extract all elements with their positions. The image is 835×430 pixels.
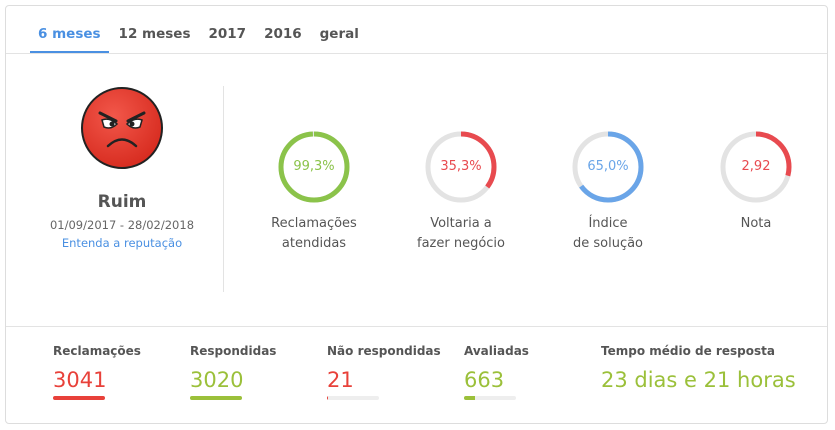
stat-bar-fill (53, 396, 105, 400)
progress-ring (720, 131, 792, 203)
metric-value: 65,0% (587, 159, 629, 174)
metric-label: Reclamações atendidas (244, 214, 384, 254)
stat-label: Respondidas (190, 344, 277, 358)
metric-label-line2: fazer negócio (417, 236, 505, 251)
tab-2017[interactable]: 2017 (208, 26, 247, 42)
reputation-rating: Ruim (97, 192, 147, 212)
period-tabs: 6 meses 12 meses 2017 2016 geral (30, 6, 369, 54)
angry-face-icon (81, 87, 163, 169)
stat-bar (190, 396, 242, 400)
metric-reclamacoes-atendidas: 99,3% Reclamações atendidas (244, 130, 384, 254)
metric-label-line1: Reclamações (271, 216, 357, 231)
metric-label: Índice de solução (538, 214, 678, 254)
progress-ring (572, 131, 644, 203)
ring-fill (720, 131, 792, 203)
stat-reclamacoes: Reclamações 3041 (53, 344, 141, 400)
ring-fill (278, 131, 350, 203)
vertical-divider (223, 86, 224, 292)
stat-value: 21 (327, 368, 354, 392)
stat-label: Reclamações (53, 344, 141, 358)
tab-12-meses[interactable]: 12 meses (118, 26, 191, 42)
stat-value: 23 dias e 21 horas (601, 368, 796, 392)
reputation-summary: Ruim 01/09/2017 - 28/02/2018 Entenda a r… (6, 86, 238, 251)
reputation-card: 6 meses 12 meses 2017 2016 geral Ruim 01… (5, 5, 828, 424)
stat-bar-fill (464, 396, 476, 400)
stat-avaliadas: Avaliadas 663 (464, 344, 529, 400)
progress-ring (278, 131, 350, 203)
metric-value: 2,92 (741, 159, 771, 174)
tab-geral[interactable]: geral (319, 26, 359, 42)
stat-value: 3020 (190, 368, 244, 392)
stat-bar (464, 396, 516, 400)
metric-indice-solucao: 65,0% Índice de solução (538, 130, 678, 254)
tab-divider (6, 53, 827, 54)
metric-value: 35,3% (440, 159, 482, 174)
stat-respondidas: Respondidas 3020 (190, 344, 276, 400)
stat-value: 663 (464, 368, 505, 392)
stat-bar (53, 396, 105, 400)
metric-value: 99,3% (293, 159, 335, 174)
metric-label-line2: de solução (572, 236, 644, 251)
stat-nao-respondidas: Não respondidas 21 (327, 344, 441, 400)
reputation-info-link[interactable]: Entenda a reputação (61, 236, 183, 250)
stat-label: Não respondidas (327, 344, 441, 358)
stat-bar (327, 396, 379, 400)
section-divider (6, 326, 827, 327)
metric-label-line1: Nota (740, 216, 772, 231)
stat-label: Avaliadas (464, 344, 529, 358)
tab-6-meses[interactable]: 6 meses (30, 6, 109, 54)
metric-voltaria-negocio: 35,3% Voltaria a fazer negócio (391, 130, 531, 254)
tab-2016[interactable]: 2016 (264, 26, 302, 42)
stat-tempo-medio: Tempo médio de resposta 23 dias e 21 hora… (601, 344, 796, 394)
metric-label-line1: Índice (588, 216, 628, 231)
metric-label-line1: Voltaria a (430, 216, 492, 231)
metric-label: Nota (686, 214, 826, 234)
metric-label: Voltaria a fazer negócio (391, 214, 531, 254)
stat-bar-fill (190, 396, 242, 400)
reputation-period: 01/09/2017 - 28/02/2018 (49, 218, 195, 232)
ring-fill (572, 131, 644, 203)
ring-fill (425, 131, 497, 203)
metric-label-line2: atendidas (281, 236, 347, 251)
stat-value: 3041 (53, 368, 107, 392)
progress-ring (425, 131, 497, 203)
stat-label: Tempo médio de resposta (601, 344, 775, 358)
metric-nota: 2,92 Nota (686, 130, 826, 234)
